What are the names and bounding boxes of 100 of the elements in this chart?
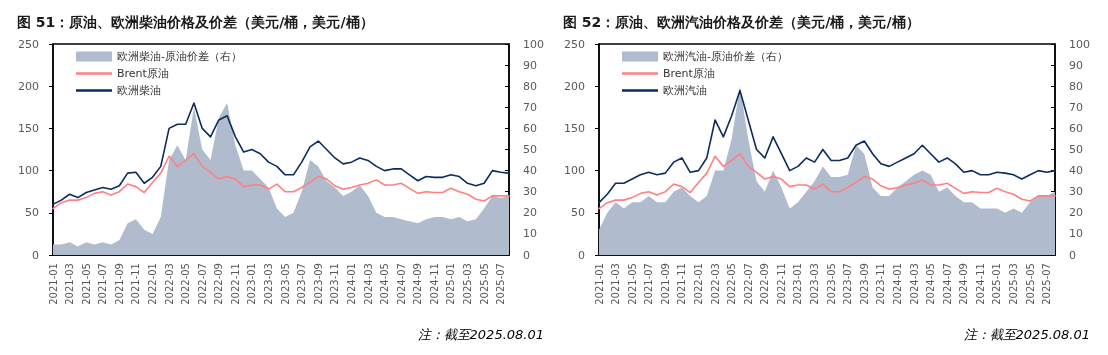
x-tick-label: 2023-11 — [875, 263, 887, 305]
x-tick-label: 2025-01 — [445, 263, 457, 305]
y2-tick-label: 90 — [523, 58, 537, 72]
x-tick-label: 2024-09 — [412, 263, 424, 305]
x-tick-label: 2021-07 — [97, 263, 109, 305]
y2-tick-label: 60 — [523, 121, 537, 135]
y-tick-label: 100 — [564, 164, 585, 178]
x-tick-label: 2023-09 — [312, 263, 324, 305]
x-tick-label: 2021-09 — [659, 263, 671, 305]
x-tick-label: 2023-07 — [296, 263, 308, 305]
line-series — [52, 102, 510, 206]
x-tick-label: 2022-07 — [742, 263, 754, 305]
x-tick-label: 2022-11 — [775, 263, 787, 305]
x-tick-label: 2023-01 — [246, 263, 258, 305]
y2-tick-label: 50 — [523, 143, 537, 156]
x-tick-label: 2023-05 — [825, 263, 837, 305]
y-tick-label: 250 — [564, 37, 585, 51]
x-tick-label: 2022-11 — [229, 263, 241, 305]
legend-label: 欧洲柴油 — [117, 84, 161, 97]
y2-tick-label: 0 — [523, 248, 530, 262]
legend-label: 欧洲汽油-原油价差（右） — [663, 50, 788, 63]
x-tick-label: 2022-03 — [163, 263, 175, 305]
y2-tick-label: 100 — [523, 37, 544, 51]
y2-tick-label: 40 — [1069, 164, 1083, 178]
text: 注：截至2025.08.01 — [417, 327, 544, 342]
x-tick-label: 2023-11 — [329, 263, 341, 305]
y2-tick-label: 100 — [1069, 37, 1090, 51]
y2-tick-label: 30 — [523, 185, 537, 199]
x-tick-label: 2022-09 — [213, 263, 225, 305]
x-tick-label: 2024-05 — [925, 263, 937, 305]
legend-label: Brent原油 — [663, 67, 715, 80]
chart-title: 图 51：原油、欧洲柴油价格及价差（美元/桶，美元/桶） — [17, 14, 374, 30]
x-tick-label: 2023-03 — [809, 263, 821, 305]
y-tick-label: 50 — [571, 206, 585, 220]
y2-tick-label: 40 — [523, 164, 537, 178]
x-tick-label: 2025-07 — [495, 263, 507, 305]
y-tick-label: 150 — [18, 121, 39, 135]
x-tick-label: 2022-01 — [692, 263, 704, 305]
x-tick-label: 2025-05 — [1024, 263, 1036, 305]
line-series — [598, 152, 1056, 210]
x-tick-label: 2025-03 — [462, 263, 474, 305]
x-tick-label: 2024-07 — [395, 263, 407, 305]
x-tick-label: 2025-01 — [991, 263, 1003, 305]
x-tick-label: 2021-09 — [113, 263, 125, 305]
x-tick-label: 2021-11 — [130, 263, 142, 305]
x-tick-label: 2021-01 — [593, 263, 605, 305]
x-tick-label: 2023-03 — [263, 263, 275, 305]
y2-tick-label: 90 — [1069, 58, 1083, 72]
x-tick-label: 2021-03 — [64, 263, 76, 305]
x-tick-label: 2024-01 — [891, 263, 903, 305]
x-tick-label: 2024-11 — [974, 263, 986, 305]
x-tick-label: 2022-07 — [196, 263, 208, 305]
y-tick-label: 0 — [578, 248, 585, 262]
x-tick-label: 2021-03 — [610, 263, 622, 305]
legend-label: 欧洲柴油-原油价差（右） — [117, 50, 242, 63]
x-tick-label: 2025-05 — [478, 263, 490, 305]
x-tick-label: 2024-01 — [345, 263, 357, 305]
y2-tick-label: 50 — [1069, 143, 1083, 156]
x-tick-label: 2022-09 — [759, 263, 771, 305]
x-tick-label: 2021-07 — [643, 263, 655, 305]
x-tick-label: 2022-03 — [709, 263, 721, 305]
x-tick-label: 2023-01 — [792, 263, 804, 305]
x-tick-label: 2022-05 — [180, 263, 192, 305]
y-tick-label: 150 — [564, 121, 585, 135]
x-tick-label: 2024-03 — [362, 263, 374, 305]
y-tick-label: 200 — [18, 79, 39, 93]
x-tick-label: 2022-01 — [146, 263, 158, 305]
x-tick-label: 2022-05 — [726, 263, 738, 305]
y-tick-label: 50 — [25, 206, 39, 220]
x-tick-label: 2024-09 — [958, 263, 970, 305]
y2-tick-label: 80 — [523, 79, 537, 93]
text: 注：截至2025.08.01 — [963, 327, 1090, 342]
line-series — [52, 152, 510, 210]
y2-tick-label: 30 — [1069, 185, 1083, 199]
y2-tick-label: 70 — [523, 100, 537, 114]
x-tick-label: 2024-11 — [428, 263, 440, 305]
x-tick-label: 2025-03 — [1008, 263, 1020, 305]
x-tick-label: 2021-05 — [626, 263, 638, 305]
y2-tick-label: 80 — [1069, 79, 1083, 93]
legend-label: 欧洲汽油 — [663, 84, 707, 97]
x-tick-label: 2021-11 — [676, 263, 688, 305]
legend-label: Brent原油 — [117, 67, 169, 80]
y-tick-label: 250 — [18, 37, 39, 51]
x-tick-label: 2021-01 — [47, 263, 59, 305]
y2-tick-label: 70 — [1069, 100, 1083, 114]
x-tick-label: 2023-05 — [279, 263, 291, 305]
y-tick-label: 100 — [18, 164, 39, 178]
x-tick-label: 2023-07 — [842, 263, 854, 305]
x-tick-label: 2023-09 — [858, 263, 870, 305]
x-tick-label: 2024-05 — [379, 263, 391, 305]
y2-tick-label: 10 — [1069, 227, 1083, 241]
y2-tick-label: 0 — [1069, 248, 1076, 262]
chart-title: 图 52：原油、欧洲汽油价格及价差（美元/桶，美元/桶） — [563, 14, 920, 30]
x-tick-label: 2024-07 — [941, 263, 953, 305]
x-tick-label: 2024-03 — [908, 263, 920, 305]
y2-tick-label: 10 — [523, 227, 537, 241]
x-tick-label: 2025-07 — [1041, 263, 1053, 305]
y2-tick-label: 20 — [523, 206, 537, 220]
x-tick-label: 2021-05 — [80, 263, 92, 305]
y-tick-label: 0 — [32, 248, 39, 262]
